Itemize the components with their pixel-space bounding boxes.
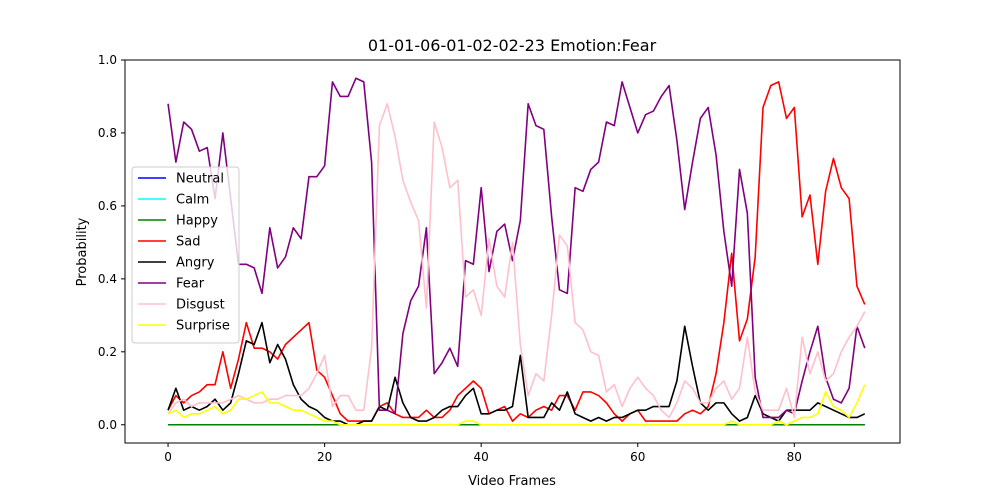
x-tick-label: 20	[317, 450, 332, 464]
y-tick-label: 0.6	[98, 199, 117, 213]
legend-label-surprise: Surprise	[176, 319, 230, 334]
legend-box	[131, 166, 240, 344]
legend-label-calm: Calm	[176, 193, 209, 208]
x-tick-label: 80	[787, 450, 802, 464]
plot-frame	[124, 59, 901, 444]
legend-label-angry: Angry	[176, 256, 215, 271]
y-tick-label: 0.8	[98, 126, 117, 140]
legend-label-happy: Happy	[176, 214, 218, 229]
series-line-surprise	[167, 384, 866, 426]
y-tick-label: 1.0	[98, 53, 117, 67]
series-layer	[167, 77, 866, 426]
y-tick-label: 0.0	[98, 418, 117, 432]
x-axis-label: Video Frames	[468, 474, 556, 489]
y-axis: 0.0 0.2 0.4 0.6 0.8 1.0	[98, 53, 125, 432]
series-line-angry	[167, 321, 866, 426]
x-axis: 0 20 40 60 80	[164, 443, 802, 464]
legend-label-neutral: Neutral	[176, 172, 224, 187]
x-tick-label: 0	[164, 450, 172, 464]
legend: Neutral Calm Happy Sad Angry Fear Disgust Surpr…	[131, 166, 240, 344]
y-axis-label: Probability	[75, 217, 90, 286]
y-tick-label: 0.4	[98, 272, 117, 286]
chart-title: 01-01-06-01-02-02-23 Emotion:Fear	[368, 36, 657, 55]
legend-label-fear: Fear	[176, 277, 205, 292]
legend-label-disgust: Disgust	[176, 298, 225, 313]
legend-label-sad: Sad	[176, 235, 200, 250]
series-line-disgust	[167, 102, 866, 419]
y-tick-label: 0.2	[98, 345, 117, 359]
x-tick-label: 40	[474, 450, 489, 464]
series-line-fear	[167, 77, 866, 419]
series-line-sad	[167, 81, 866, 422]
x-tick-label: 60	[630, 450, 645, 464]
